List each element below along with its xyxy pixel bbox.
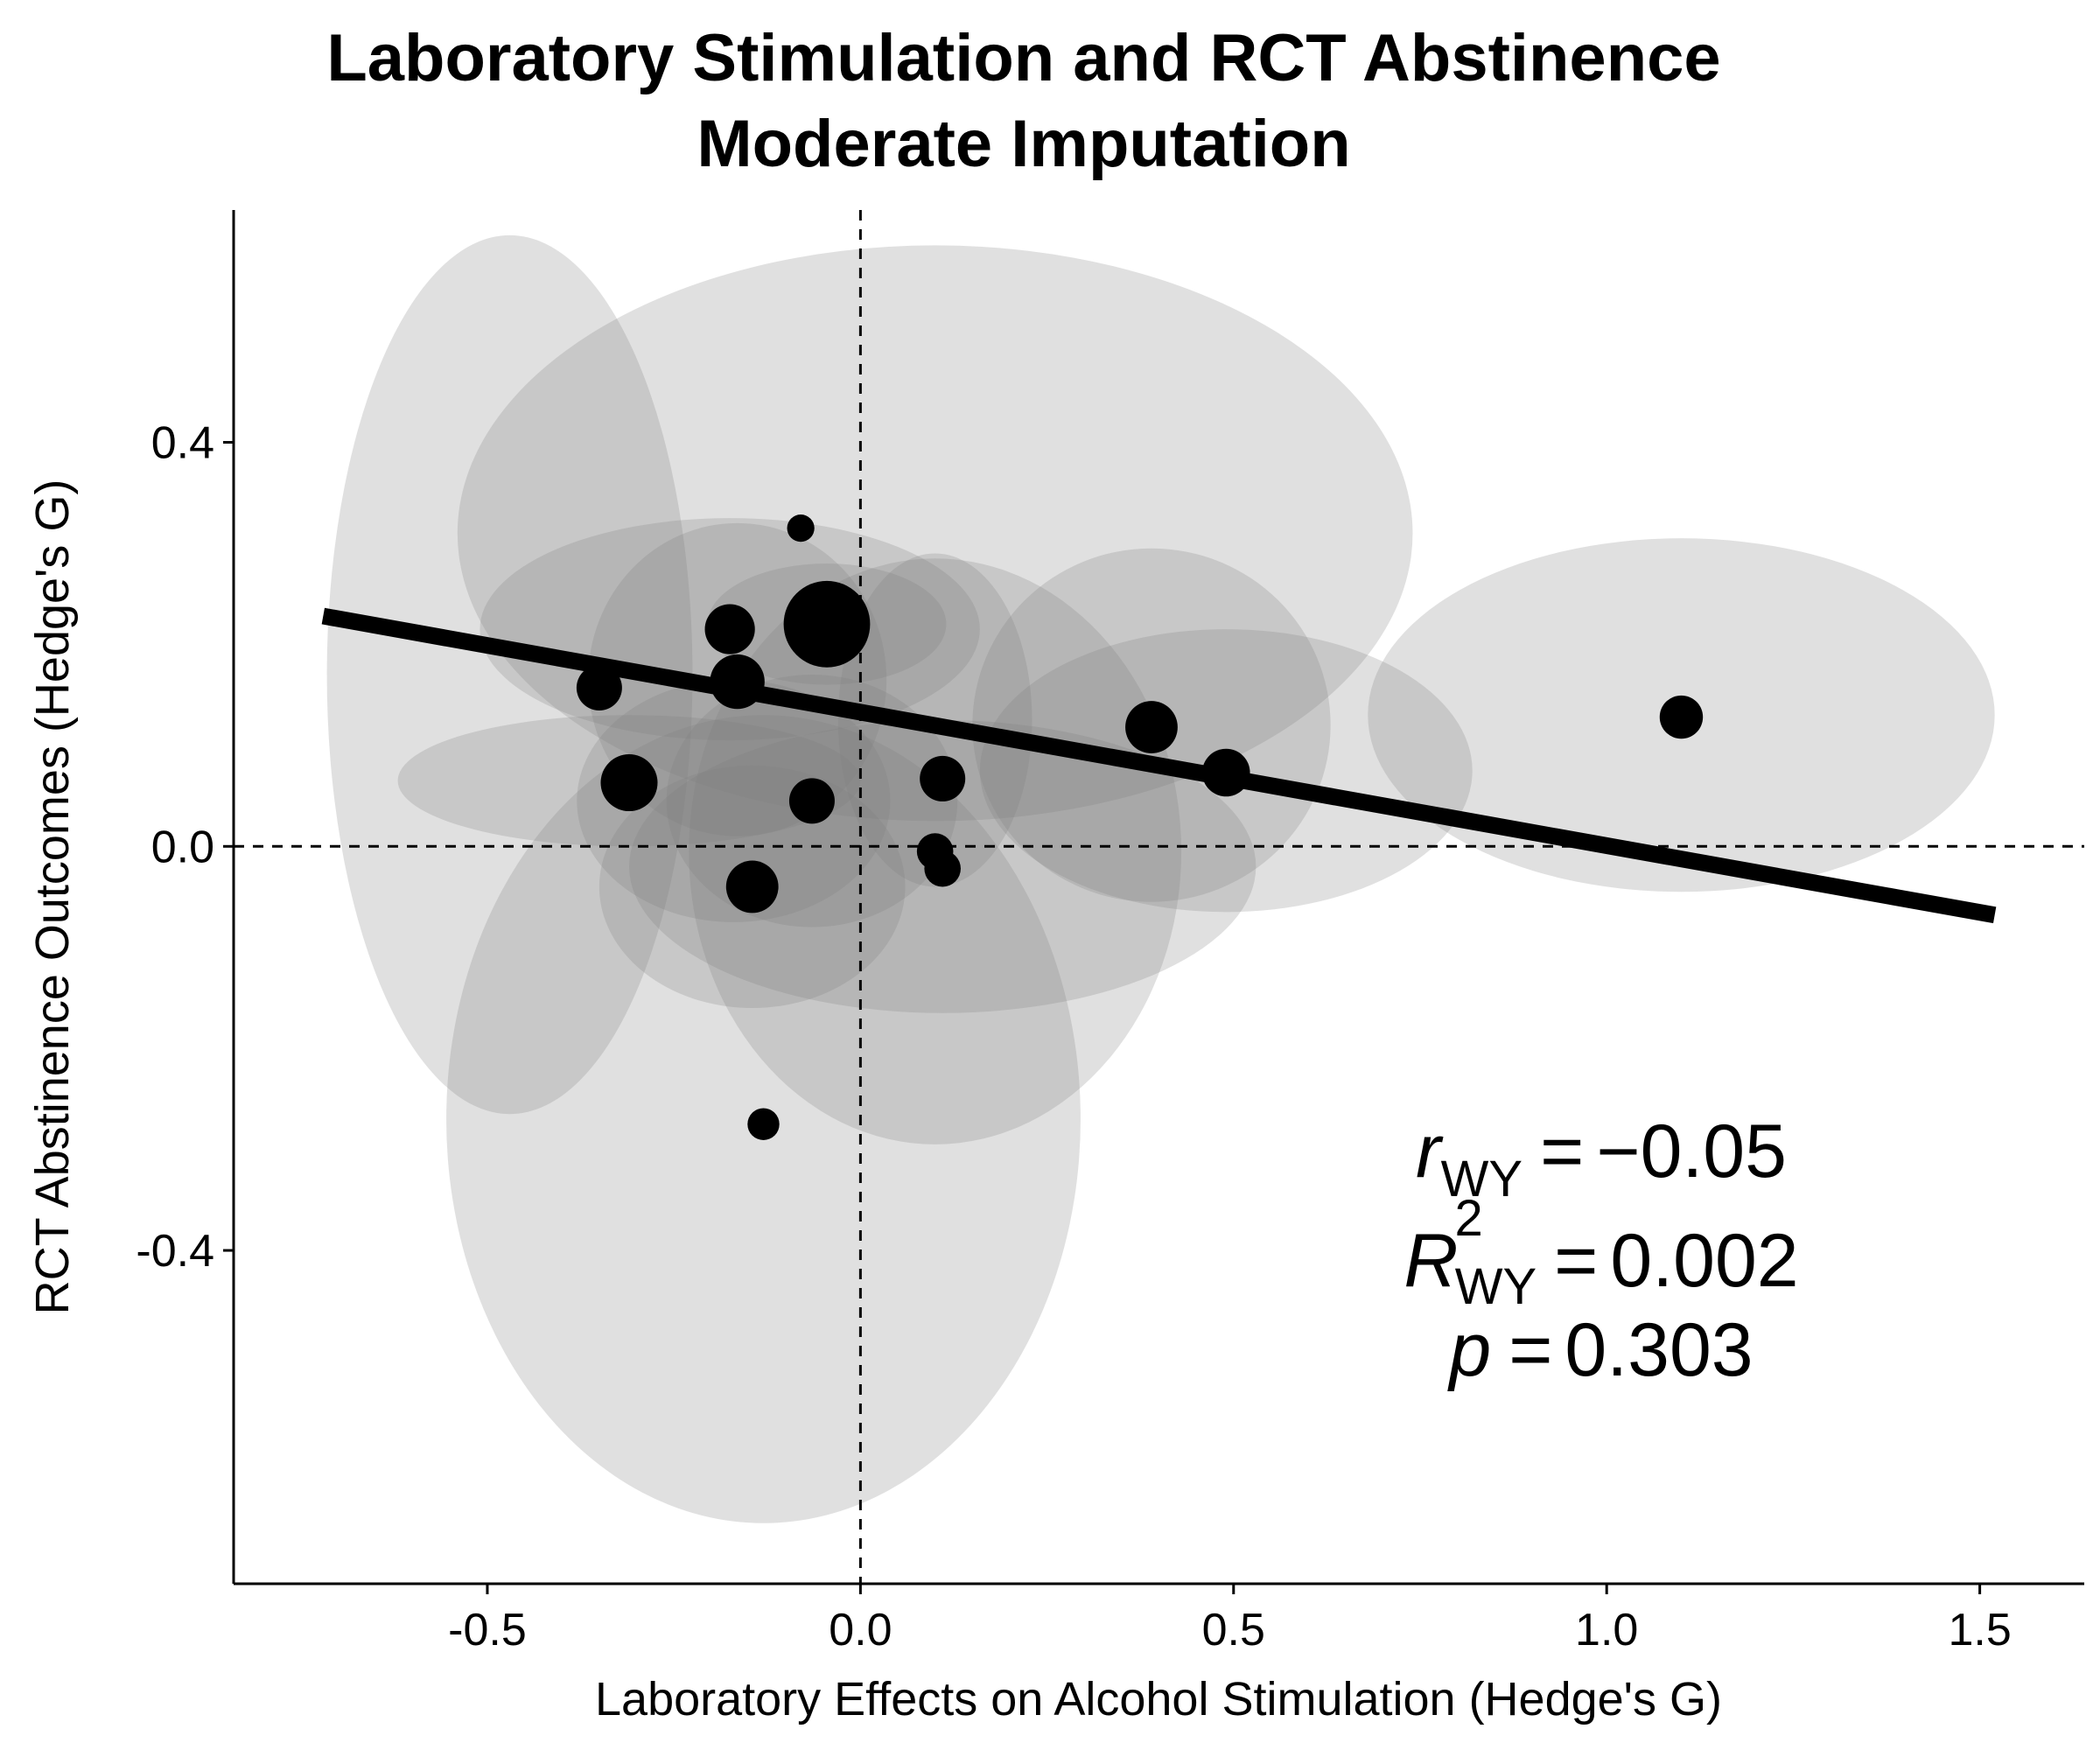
x-axis-label: Laboratory Effects on Alcohol Stimulatio… <box>595 1673 1722 1726</box>
data-point-5 <box>725 860 779 914</box>
r-squared-symbol: R <box>1404 1219 1458 1303</box>
r-subscript: WY <box>1441 1151 1522 1208</box>
data-point-8 <box>788 778 835 824</box>
y-tick-label-1: -0.4 <box>136 1226 214 1277</box>
data-point-7 <box>787 514 815 542</box>
data-point-6 <box>747 1108 780 1140</box>
x-tick-label-3: 0.5 <box>1202 1605 1265 1656</box>
data-points <box>576 514 1704 1140</box>
r-value: −0.05 <box>1596 1110 1787 1194</box>
data-point-14 <box>1201 748 1250 797</box>
x-tick-label-2: 0.0 <box>829 1605 892 1656</box>
p-equals: = <box>1508 1308 1552 1392</box>
r-equals: = <box>1540 1110 1584 1194</box>
reference-lines <box>234 210 2084 1584</box>
x-tick-label-4: 1.0 <box>1575 1605 1638 1656</box>
chart-title-line-1: Laboratory Stimulation and RCT Abstinenc… <box>326 21 1720 95</box>
correlation-stats-annotation: rWY = −0.05 R2 WY = 0.002 p = 0.303 <box>1404 1110 1798 1392</box>
chart-title: Laboratory Stimulation and RCT Abstinenc… <box>326 21 1720 181</box>
y-tick-label-2: 0.0 <box>151 822 214 872</box>
x-tick-label-1: -0.5 <box>448 1605 527 1656</box>
r-squared-equals: = <box>1554 1219 1598 1303</box>
r-squared-superscript: 2 <box>1454 1190 1482 1247</box>
uncertainty-ellipse-1 <box>326 234 693 1115</box>
r-symbol: r <box>1416 1110 1444 1194</box>
chart-title-line-2: Moderate Imputation <box>696 107 1350 181</box>
data-point-3 <box>704 604 755 654</box>
y-axis-label: RCT Abstinence Outcomes (Hedge's G) <box>26 480 79 1315</box>
uncertainty-ellipse-14 <box>577 679 891 922</box>
r-squared-subscript: WY <box>1455 1258 1536 1315</box>
data-point-4 <box>710 654 765 710</box>
data-point-9 <box>783 580 871 668</box>
data-point-12 <box>924 850 961 887</box>
r-squared-statistic: R2 WY = 0.002 <box>1404 1190 1798 1315</box>
p-symbol: p <box>1446 1308 1491 1392</box>
p-value: 0.303 <box>1564 1308 1753 1392</box>
data-point-15 <box>1659 695 1704 739</box>
r-squared-value: 0.002 <box>1610 1219 1798 1303</box>
data-point-13 <box>1125 701 1178 753</box>
x-tick-label-5: 1.5 <box>1948 1605 2011 1656</box>
r-statistic: rWY = −0.05 <box>1416 1110 1787 1208</box>
y-tick-label-3: 0.4 <box>151 418 214 469</box>
axes <box>232 210 2084 1586</box>
data-point-1 <box>576 665 622 711</box>
y-axis-ticks: -0.4 0.0 0.4 <box>136 418 234 1277</box>
p-statistic: p = 0.303 <box>1446 1308 1753 1392</box>
data-point-11 <box>920 755 966 802</box>
data-point-2 <box>600 754 658 812</box>
x-axis-ticks: -0.5 0.0 0.5 1.0 1.5 <box>448 1584 2012 1656</box>
